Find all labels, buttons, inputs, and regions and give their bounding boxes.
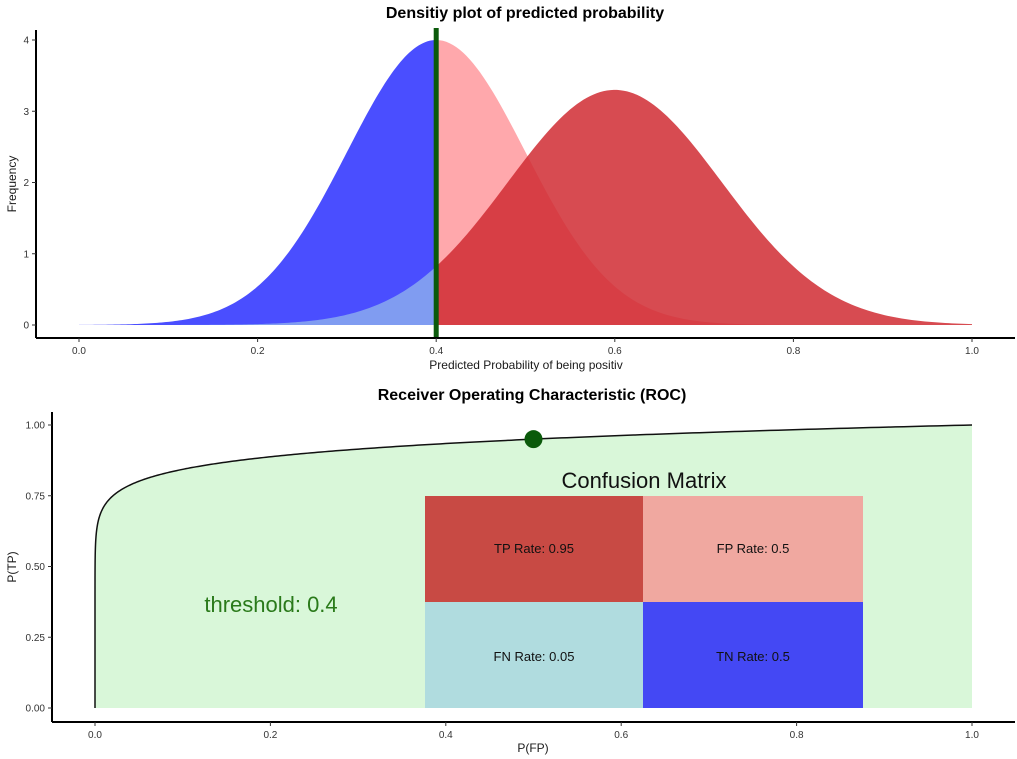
cm-fn-cell: [425, 602, 643, 708]
cm-tn-cell: [643, 602, 863, 708]
density-y-tick-label: 3: [23, 107, 29, 118]
density-y-label: Frequency: [5, 156, 19, 213]
roc-panel: Receiver Operating Characteristic (ROC) …: [5, 387, 1015, 755]
cm-fp-label: FP Rate: 0.5: [717, 541, 790, 556]
confusion-matrix-title: Confusion Matrix: [561, 468, 726, 493]
density-panel: Densitiy plot of predicted probability 0…: [5, 5, 1015, 372]
density-x-tick-label: 0.0: [72, 346, 86, 357]
density-x-tick-label: 0.6: [608, 346, 622, 357]
roc-y-tick-label: 0.75: [26, 491, 46, 502]
cm-fn-label: FN Rate: 0.05: [494, 649, 575, 664]
density-x-tick-label: 0.2: [251, 346, 265, 357]
cm-tp-label: TP Rate: 0.95: [494, 541, 574, 556]
density-y-tick-label: 2: [23, 178, 29, 189]
threshold-text: threshold: 0.4: [204, 592, 337, 617]
density-y-tick-label: 4: [23, 36, 29, 47]
roc-x-tick-label: 0.8: [790, 730, 804, 741]
density-y-ticks: 0 1 2 3 4: [23, 36, 36, 332]
density-y-tick-label: 1: [23, 249, 29, 260]
density-x-tick-label: 0.8: [786, 346, 800, 357]
roc-x-tick-label: 1.0: [965, 730, 979, 741]
density-x-tick-label: 1.0: [965, 346, 979, 357]
density-x-label: Predicted Probability of being positiv: [429, 358, 622, 372]
roc-y-ticks: 0.00 0.25 0.50 0.75 1.00: [26, 421, 52, 715]
cm-fp-cell: [643, 496, 863, 602]
confusion-matrix: Confusion Matrix TP Rate: 0.95 FP Rate: …: [425, 468, 863, 708]
density-series-2-left: [79, 266, 437, 325]
roc-y-label: P(TP): [5, 551, 19, 582]
density-series-1-left: [79, 40, 437, 325]
roc-x-tick-label: 0.6: [614, 730, 628, 741]
cm-tn-label: TN Rate: 0.5: [716, 649, 790, 664]
roc-curve: [94, 424, 973, 708]
roc-y-tick-label: 0.50: [26, 562, 46, 573]
density-x-tick-label: 0.4: [429, 346, 443, 357]
density-series-2-right: [436, 89, 972, 325]
operating-point: [524, 430, 543, 449]
roc-x-tick-label: 0.4: [439, 730, 453, 741]
roc-y-tick-label: 0.25: [26, 633, 46, 644]
roc-y-tick-label: 1.00: [26, 421, 46, 432]
roc-y-tick-label: 0.00: [26, 704, 46, 715]
density-areas: [79, 40, 972, 325]
roc-x-ticks: 0.0 0.2 0.4 0.6 0.8 1.0: [88, 722, 979, 741]
density-title: Densitiy plot of predicted probability: [386, 5, 664, 22]
cm-tp-cell: [425, 496, 643, 602]
roc-x-tick-label: 0.0: [88, 730, 102, 741]
roc-x-tick-label: 0.2: [263, 730, 277, 741]
roc-title: Receiver Operating Characteristic (ROC): [378, 387, 687, 404]
density-y-tick-label: 0: [23, 321, 29, 332]
roc-x-label: P(FP): [517, 741, 548, 755]
density-x-ticks: 0.0 0.2 0.4 0.6 0.8 1.0: [72, 338, 979, 357]
